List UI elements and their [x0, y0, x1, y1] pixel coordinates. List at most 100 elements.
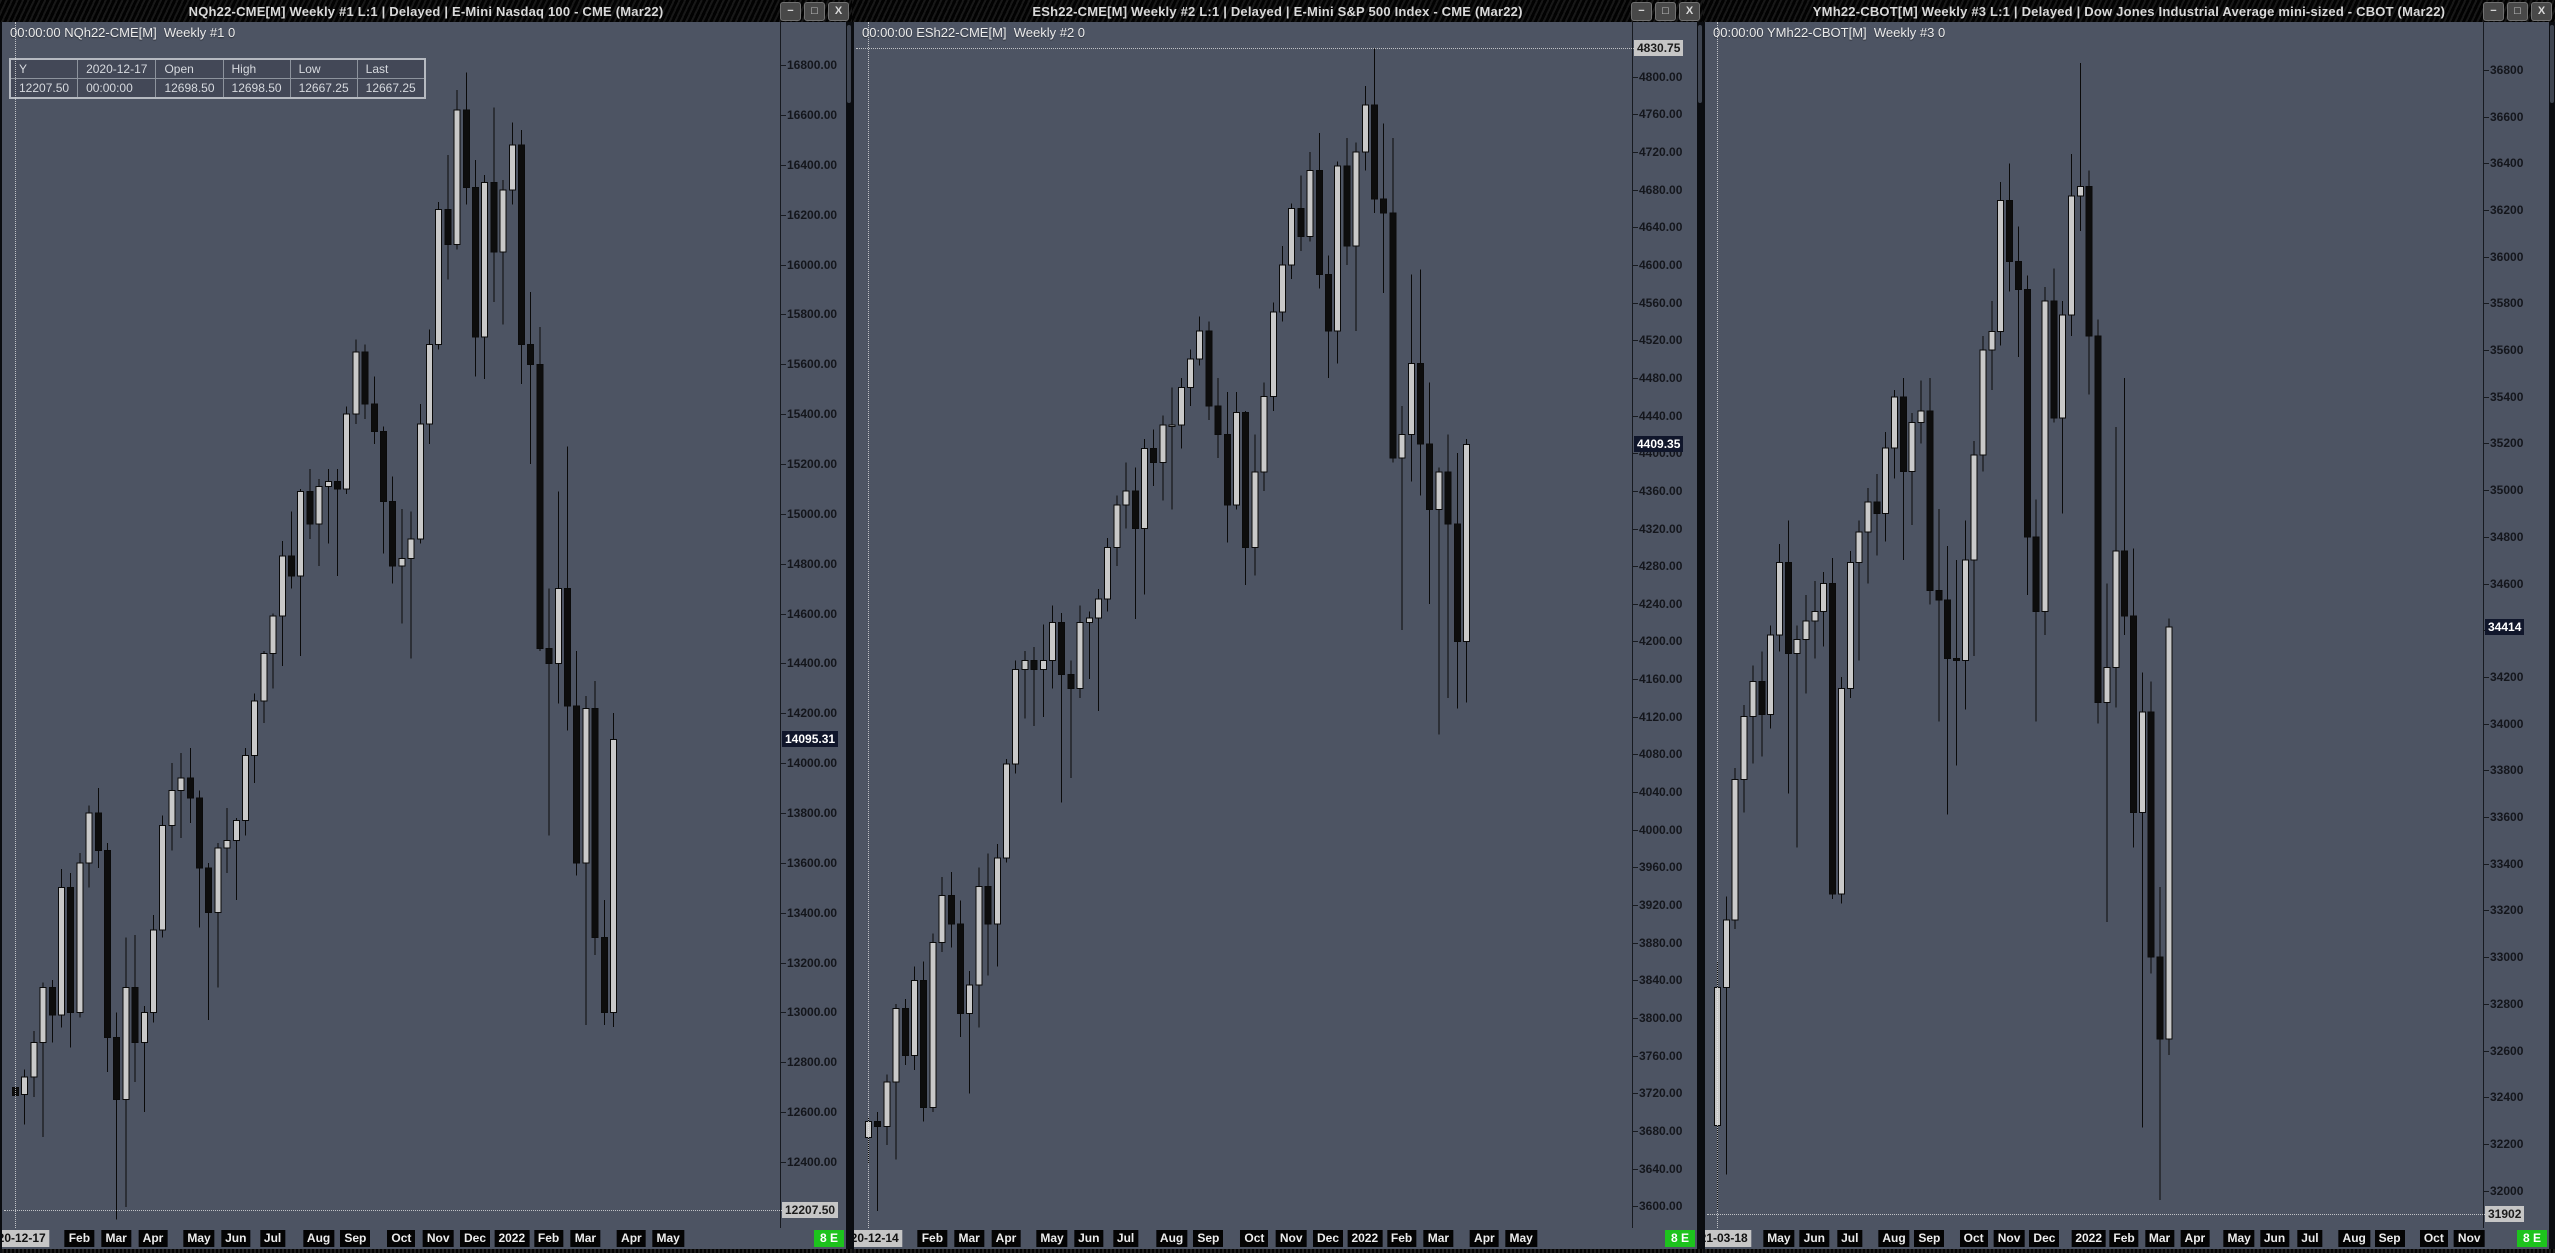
candle-body	[453, 109, 461, 246]
minimize-button[interactable]: −	[2483, 2, 2504, 21]
candle-body	[481, 181, 489, 338]
plot-area[interactable]	[856, 22, 1634, 1228]
price-tick-label: 4280.00	[1632, 559, 1683, 574]
candle-body	[1076, 622, 1084, 690]
candle-body	[1970, 454, 1978, 561]
candle-body	[30, 1041, 38, 1078]
candle-body	[564, 588, 571, 707]
candle-body	[1315, 170, 1323, 275]
candle-body	[1829, 583, 1837, 895]
scrollbar-thumb[interactable]	[1698, 25, 1702, 103]
candle-body	[508, 144, 516, 191]
candle-body	[168, 790, 176, 826]
price-tick-label: 3680.00	[1632, 1124, 1683, 1139]
candle-body	[984, 885, 992, 925]
titlebar[interactable]: YMh22-CBOT[M] Weekly #3 L:1 | Delayed | …	[1703, 0, 2555, 22]
candle-body	[1811, 611, 1819, 622]
candle-body	[1187, 358, 1194, 388]
price-axis[interactable]: 3600.00 3640.00 3680.00 3720.00 3760.00 3800.…	[1632, 22, 1701, 1228]
time-axis[interactable]: 8 E Feb Mar Apr May Jun Jul Aug Sep Oct Nov Dec 202…	[2, 1228, 846, 1249]
candle-body	[1864, 501, 1872, 533]
window-title: NQh22-CME[M] Weekly #1 L:1 | Delayed | E…	[188, 3, 664, 19]
price-tick-label: 4760.00	[1632, 107, 1683, 122]
ohlc-header-cell: 2020-12-17	[77, 58, 157, 79]
candle-body	[223, 839, 231, 849]
scrollbar[interactable]	[1697, 22, 1703, 1253]
titlebar[interactable]: NQh22-CME[M] Weekly #1 L:1 | Delayed | E…	[0, 0, 852, 22]
candle-body	[131, 986, 139, 1043]
candle-body	[1233, 412, 1240, 506]
candle-body	[1417, 363, 1424, 445]
close-button[interactable]: X	[1679, 2, 1700, 21]
price-tick-label: 15600.00	[780, 357, 838, 372]
maximize-button[interactable]: □	[804, 2, 825, 21]
time-axis[interactable]: 8 E May Jun Jul Aug Sep Oct Nov Dec 2022 Feb Mar Ap…	[1705, 1228, 2549, 1249]
price-tick-label: 13000.00	[780, 1005, 838, 1020]
price-tick-label: 4720.00	[1632, 144, 1683, 159]
price-tick-label: 3840.00	[1632, 973, 1683, 988]
scrollbar-thumb[interactable]	[2550, 25, 2554, 103]
plot-area[interactable]	[4, 22, 782, 1228]
time-axis-month-label: Sep	[1193, 1230, 1224, 1247]
price-tick-label: 32800	[2483, 996, 2524, 1011]
time-axis-month-label: Nov	[422, 1230, 454, 1247]
price-axis[interactable]: 12400.00 12600.00 12800.00 13000.00 13200.00…	[780, 22, 849, 1228]
price-tick-label: 4080.00	[1632, 747, 1683, 762]
price-tick-label: 12800.00	[780, 1055, 838, 1070]
candle-body	[1398, 433, 1406, 459]
price-tick-label: 15400.00	[780, 407, 838, 422]
time-axis-month-label: Feb	[2109, 1230, 2139, 1247]
candle-body	[1113, 504, 1121, 548]
time-axis-month-label: Feb	[917, 1230, 948, 1247]
time-axis-month-label: Jul	[259, 1230, 286, 1247]
close-button[interactable]: X	[2531, 2, 2552, 21]
candle-body	[1095, 598, 1102, 619]
candle-body	[1740, 716, 1748, 781]
candle-body	[1131, 490, 1139, 530]
candle-body	[1343, 165, 1351, 247]
price-tick-label: 16600.00	[780, 107, 838, 122]
maximize-button[interactable]: □	[2507, 2, 2528, 21]
candle-body	[361, 351, 369, 405]
ohlc-value-cell: 00:00:00	[77, 78, 157, 99]
price-tick-label: 14400.00	[780, 656, 838, 671]
candle-body	[85, 812, 93, 864]
candle-body	[600, 937, 608, 1013]
status-line: 00:00:00 ESh22-CME[M] Weekly #2 0	[862, 25, 1086, 40]
last-price-label: 14095.31	[782, 731, 839, 748]
scrollbar[interactable]	[846, 22, 852, 1253]
ohlc-value-cell: 12698.50	[222, 78, 291, 99]
price-tick-label: 35400	[2483, 389, 2524, 404]
time-axis[interactable]: 8 E Feb Mar Apr May Jun Jul Aug Sep Oct Nov Dec 202…	[854, 1228, 1697, 1249]
candlestick-chart	[1714, 62, 2173, 1210]
candle-body	[2129, 615, 2137, 813]
price-tick-label: 15200.00	[780, 456, 838, 471]
candle-body	[48, 986, 56, 1016]
close-button[interactable]: X	[828, 2, 849, 21]
price-tick-label: 32200	[2483, 1136, 2524, 1151]
minimize-button[interactable]: −	[780, 2, 801, 21]
candle-body	[1899, 396, 1907, 472]
titlebar[interactable]: ESh22-CME[M] Weekly #2 L:1 | Delayed | E…	[852, 0, 1703, 22]
candle-body	[1837, 688, 1845, 895]
scrollbar[interactable]	[2549, 22, 2555, 1253]
connection-status-badge: 8 E	[813, 1230, 844, 1247]
price-axis[interactable]: 32000 32200 32400 32600 32800 33000 33200 33400…	[2483, 22, 2552, 1228]
candle-body	[232, 819, 240, 841]
minimize-button[interactable]: −	[1631, 2, 1652, 21]
price-tick-label: 13800.00	[780, 805, 838, 820]
crosshair-date-label: 2021-03-18	[1705, 1230, 1752, 1247]
status-line: 00:00:00 NQh22-CME[M] Weekly #1 0	[10, 25, 236, 40]
candle-body	[1882, 447, 1890, 515]
candle-body	[407, 538, 415, 560]
plot-area[interactable]	[1707, 22, 2485, 1228]
price-tick-label: 34000	[2483, 716, 2524, 731]
price-tick-label: 15000.00	[780, 506, 838, 521]
candle-body	[444, 209, 452, 246]
candle-body	[1196, 330, 1204, 360]
status-line: 00:00:00 YMh22-CBOT[M] Weekly #3 0	[1713, 25, 1946, 40]
maximize-button[interactable]: □	[1655, 2, 1676, 21]
scrollbar-thumb[interactable]	[847, 25, 851, 103]
price-tick-label: 13400.00	[780, 905, 838, 920]
price-tick-label: 16800.00	[780, 58, 838, 73]
